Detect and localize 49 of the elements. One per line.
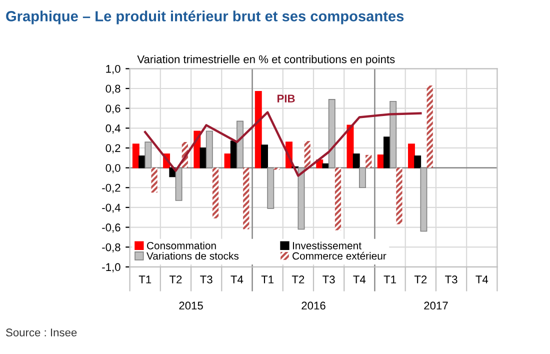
y-tick-label: 0,0 — [106, 164, 120, 174]
x-tick-label: T2 — [414, 276, 427, 284]
y-tick-label: -0,8 — [102, 243, 120, 253]
legend-label: Commerce extérieur — [292, 252, 386, 260]
y-tick-label: 0,8 — [106, 84, 120, 94]
x-tick-label: T1 — [261, 276, 274, 284]
x-tick-label: T1 — [138, 276, 152, 284]
bar — [352, 154, 360, 168]
bar — [151, 168, 158, 193]
bar — [254, 91, 262, 168]
bar — [334, 168, 342, 230]
x-tick-label: T4 — [230, 276, 244, 284]
bar — [132, 144, 140, 168]
y-tick-label: 0,2 — [106, 144, 120, 154]
bar — [212, 168, 219, 218]
series-label: PIB — [278, 94, 295, 102]
legend-label: Consommation — [146, 242, 216, 250]
x-tick-label: T2 — [292, 276, 304, 284]
bar — [366, 154, 372, 168]
y-tick-label: -1,0 — [102, 263, 120, 272]
y-tick-label: -0,2 — [102, 184, 120, 194]
bar — [426, 86, 433, 168]
text: 2015 — [179, 302, 203, 310]
bar — [304, 141, 310, 168]
line-series — [144, 111, 422, 177]
y-tick-label: -0,4 — [102, 204, 120, 213]
text: 2016 — [302, 302, 326, 310]
chart-title: Graphique – Le produit intérieur brut et ses composantes — [6, 10, 404, 24]
x-tick-label: T1 — [384, 276, 396, 284]
bar — [243, 168, 250, 230]
bar — [408, 144, 415, 168]
x-tick-label: T4 — [476, 276, 488, 284]
x-tick-label: T3 — [200, 276, 212, 284]
x-tick-label: T2 — [169, 276, 182, 284]
chart-subtitle: Variation trimestrielle en % et contributions en points — [137, 55, 395, 66]
text: 2017 — [424, 302, 448, 310]
y-tick-label: 0,6 — [106, 104, 120, 114]
x-tick-label: T4 — [353, 276, 366, 284]
bar — [414, 155, 422, 168]
legend-label: Variations de stocks — [146, 252, 239, 260]
legend-label: Investissement — [292, 242, 362, 250]
source-note: Source : Insee — [6, 328, 77, 336]
y-tick-label: 0,4 — [106, 124, 120, 134]
y-tick-label: -0,6 — [102, 224, 120, 233]
y-tick-label: 1,0 — [106, 64, 120, 74]
x-tick-label: T3 — [445, 276, 458, 284]
x-tick-label: T3 — [322, 276, 335, 284]
bar — [261, 144, 268, 168]
bar — [396, 168, 402, 224]
